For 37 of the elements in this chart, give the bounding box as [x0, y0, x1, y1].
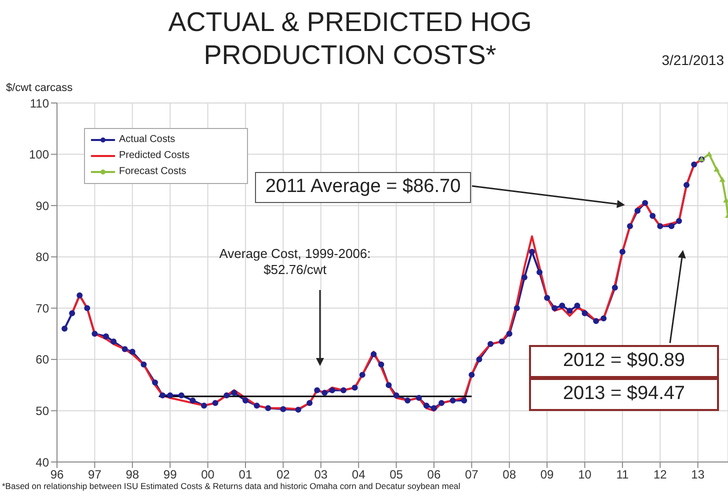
x-tick-label: 13	[691, 468, 705, 482]
y-tick-label: 60	[36, 352, 50, 367]
y-tick-label: 90	[36, 198, 50, 213]
y-tick-label: 100	[28, 148, 50, 162]
x-tick-label: 12	[653, 468, 668, 482]
x-tick-label: 01	[238, 468, 252, 482]
x-tick-label: 04	[352, 468, 366, 482]
legend-label: Actual Costs	[119, 133, 176, 147]
callout-box: 2011 Average = $86.70	[255, 172, 471, 203]
y-tick-label: 110	[30, 96, 50, 110]
y-tick-label: 70	[36, 301, 50, 316]
y-axis-title: $/cwt carcass	[6, 82, 73, 94]
chart-title: ACTUAL & PREDICTED HOG PRODUCTION COSTS*	[167, 6, 533, 72]
y-tick-label: 40	[36, 455, 50, 470]
x-tick-label: 10	[578, 468, 592, 482]
x-tick-label: 06	[427, 468, 441, 482]
x-tick-label: 02	[276, 468, 290, 482]
x-tick-label: 03	[314, 468, 328, 482]
legend-label: Predicted Costs	[119, 149, 190, 163]
x-tick-label: 05	[390, 468, 404, 482]
x-tick-label: 08	[502, 468, 516, 482]
y-tick-label: 50	[36, 404, 50, 418]
x-tick-label: 96	[50, 468, 64, 482]
callout-box: 2012 = $90.89	[529, 345, 719, 378]
x-tick-label: 99	[163, 468, 178, 482]
callout-box: 2013 = $94.47	[529, 378, 719, 411]
text: 3/21/2013	[660, 52, 724, 69]
x-tick-label: 97	[88, 468, 102, 482]
y-tick-label: 80	[36, 250, 50, 264]
x-tick-label: 07	[464, 468, 479, 482]
annotation: Average Cost, 1999-2006: $52.76/cwt	[218, 246, 372, 278]
text: *Based on relationship between ISU Estimated Costs & Returns data and historic Omaha corn and Decatur soybean meal	[2, 481, 462, 492]
x-tick-label: 11	[616, 468, 629, 482]
x-tick-label: 00	[201, 468, 215, 482]
x-tick-label: 98	[126, 468, 140, 482]
x-tick-label: 09	[540, 468, 554, 482]
legend-label: Forecast Costs	[119, 165, 186, 179]
